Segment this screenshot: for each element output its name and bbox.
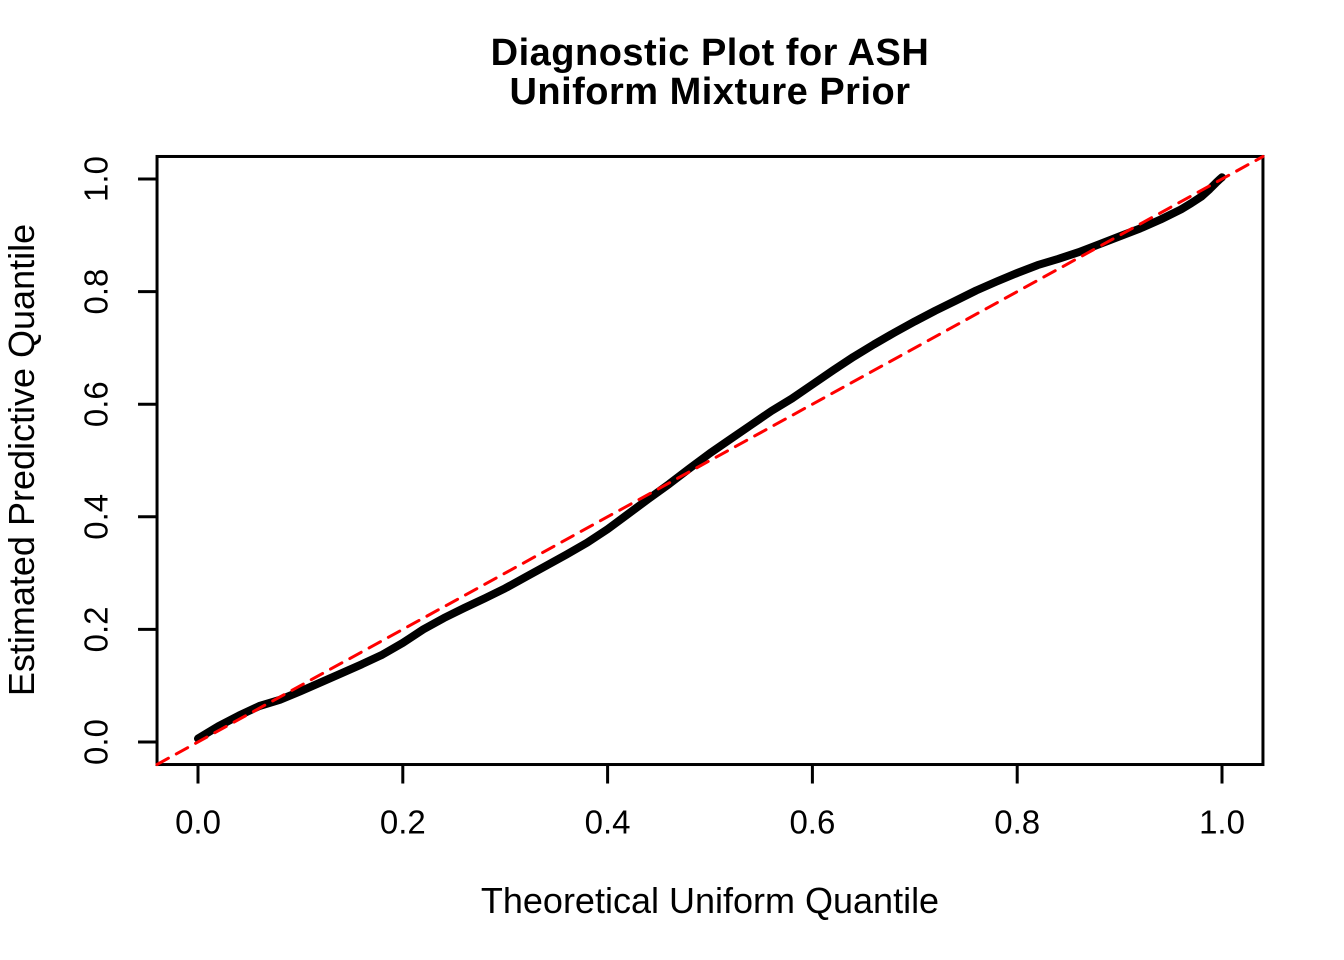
- y-axis-tick-label: 0.8: [78, 269, 115, 315]
- x-axis-tick-label: 0.6: [789, 804, 835, 841]
- chart-title-line1: Diagnostic Plot for ASH: [490, 32, 930, 74]
- x-axis-tick-label: 0.4: [585, 804, 631, 841]
- chart-title: Diagnostic Plot for ASH Uniform Mixture …: [157, 34, 1263, 112]
- y-axis-tick-label: 0.0: [78, 719, 115, 765]
- y-axis-tick-label: 0.4: [78, 494, 115, 540]
- chart-title-line2: Uniform Mixture Prior: [509, 71, 911, 113]
- x-axis-tick-label: 0.0: [175, 804, 221, 841]
- y-axis-label: Estimated Predictive Quantile: [1, 223, 42, 697]
- x-axis-tick-label: 1.0: [1199, 804, 1245, 841]
- identity-reference-line: [155, 155, 1265, 766]
- x-axis-tick-label: 0.8: [994, 804, 1040, 841]
- x-axis-label: Theoretical Uniform Quantile: [480, 880, 940, 921]
- y-axis-tick-label: 0.2: [78, 606, 115, 652]
- predictive-quantile-curve: [194, 173, 1226, 743]
- y-axis-tick-label: 1.0: [78, 156, 115, 202]
- y-axis-tick-label: 0.6: [78, 381, 115, 427]
- plot-frame: [155, 154, 1265, 767]
- x-axis-tick-label: 0.2: [380, 804, 426, 841]
